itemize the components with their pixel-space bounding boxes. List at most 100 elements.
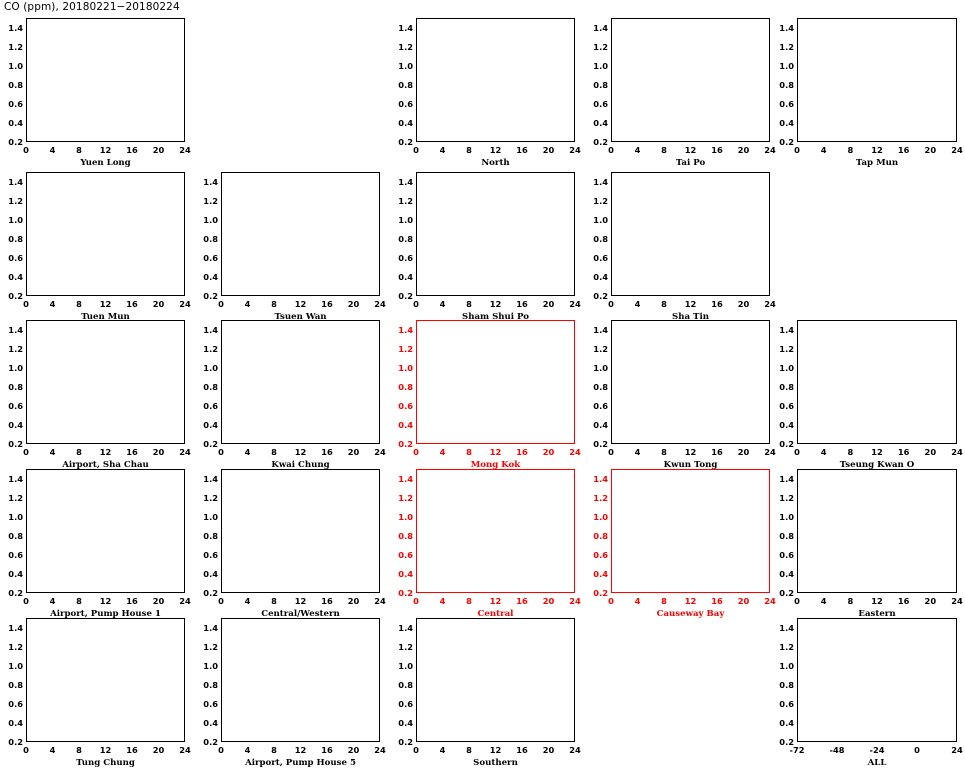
y-tick-label: 1.0 [779, 362, 794, 373]
x-tick-label: 20 [347, 745, 360, 755]
y-tick-label: 0.4 [203, 419, 218, 430]
axes-frame [611, 320, 770, 444]
y-tick-label: 0.4 [779, 419, 794, 430]
y-tick-label: 0.6 [593, 252, 608, 263]
y-tick-label: 0.8 [203, 233, 218, 244]
x-tick-label: 4 [439, 596, 446, 606]
x-tick-label: 12 [294, 299, 307, 309]
x-tick-label: 12 [294, 447, 307, 457]
y-tick-label: 1.0 [593, 511, 608, 522]
x-tick-label: 8 [271, 745, 277, 755]
panel-label: Sham Shui Po [461, 312, 530, 322]
y-tick-label: 1.2 [203, 641, 218, 652]
axes-frame [221, 618, 380, 742]
y-tick-label: 1.4 [779, 22, 794, 33]
y-tick-label: 1.4 [398, 324, 413, 335]
y-tick-label: 0.2 [398, 439, 413, 449]
y-tick-label: 1.2 [398, 195, 413, 206]
y-tick-label: 0.4 [593, 419, 608, 430]
y-tick-label: 0.4 [779, 568, 794, 579]
x-tick-label: 24 [374, 447, 386, 457]
panel-tuen-mun: 0.2 0.4 0.6 0.8 1.0 1.2 1.4 0 4 8 12 16 20 24 Tuen Mun [8, 172, 191, 322]
x-tick-label: 16 [321, 299, 333, 309]
y-tick-label: 0.6 [593, 549, 608, 560]
x-tick-label: 0 [218, 447, 224, 457]
y-tick-label: 0.6 [203, 549, 218, 560]
x-tick-label: 12 [99, 145, 112, 155]
x-tick-label: 24 [764, 447, 776, 457]
y-tick-label: 1.4 [593, 176, 608, 187]
axes-frame [416, 18, 575, 142]
y-tick-label: 0.4 [398, 717, 413, 728]
panel-label: Southern [473, 758, 518, 768]
axes-frame [26, 469, 185, 593]
y-tick-label: 1.4 [398, 176, 413, 187]
x-tick-label: 4 [244, 299, 251, 309]
x-tick-label: 8 [271, 596, 277, 606]
y-tick-label: 0.2 [8, 588, 23, 598]
x-tick-label: 20 [924, 447, 937, 457]
y-tick-label: 0.2 [593, 439, 608, 449]
axes-frame [26, 320, 185, 444]
y-tick-label: 0.4 [8, 271, 23, 282]
panel-central-western: 0.2 0.4 0.6 0.8 1.0 1.2 1.4 0 4 8 12 16 20 24 Central/… [203, 469, 386, 619]
y-tick-label: 0.8 [8, 530, 23, 541]
x-tick-label: 8 [466, 745, 472, 755]
x-tick-label: 4 [439, 299, 446, 309]
y-tick-label: 0.8 [779, 679, 794, 690]
x-tick-label: 0 [23, 447, 29, 457]
y-tick-label: 1.2 [8, 641, 23, 652]
x-tick-label: 20 [737, 299, 750, 309]
y-tick-label: 1.0 [8, 214, 23, 225]
x-tick-label: 4 [49, 745, 56, 755]
x-tick-label: 16 [126, 145, 138, 155]
x-tick-label: 20 [347, 447, 360, 457]
x-tick-label: 16 [711, 447, 723, 457]
x-tick-label: 16 [516, 145, 528, 155]
y-tick-label: 0.2 [8, 137, 23, 147]
panel-airport-sha-chau: 0.2 0.4 0.6 0.8 1.0 1.2 1.4 0 4 8 12 16 20 24 Airport,… [8, 320, 191, 470]
x-tick-label: -48 [829, 745, 845, 755]
x-tick-label: 8 [661, 596, 667, 606]
x-tick-label: 20 [737, 145, 750, 155]
y-tick-label: 0.2 [8, 291, 23, 301]
y-tick-label: 1.0 [398, 362, 413, 373]
x-tick-label: 12 [684, 596, 697, 606]
y-tick-label: 1.2 [593, 41, 608, 52]
panel-label: Kwai Chung [271, 460, 330, 470]
x-tick-label: 4 [244, 447, 251, 457]
x-tick-label: 4 [820, 447, 827, 457]
y-tick-label: 0.2 [593, 588, 608, 598]
panel-airport-pump-house-1: 0.2 0.4 0.6 0.8 1.0 1.2 1.4 0 4 8 12 16 20 24 Airport,… [8, 469, 191, 619]
panel-label: Tseung Kwan O [839, 460, 915, 470]
y-tick-label: 0.8 [203, 679, 218, 690]
x-tick-label: 24 [179, 447, 191, 457]
panel-label: Mong Kok [470, 460, 521, 470]
y-tick-label: 0.2 [779, 737, 794, 747]
y-tick-label: 1.0 [203, 362, 218, 373]
x-tick-label: 12 [684, 447, 697, 457]
y-tick-label: 1.4 [779, 324, 794, 335]
y-tick-label: 0.6 [779, 98, 794, 109]
y-tick-label: 1.4 [203, 473, 218, 484]
y-tick-label: 1.4 [8, 622, 23, 633]
x-tick-label: 8 [661, 145, 667, 155]
x-tick-label: -72 [789, 745, 805, 755]
y-tick-label: 1.0 [398, 660, 413, 671]
y-tick-label: 1.2 [593, 492, 608, 503]
y-tick-label: 0.8 [203, 381, 218, 392]
x-tick-label: 24 [569, 447, 581, 457]
x-tick-label: 16 [126, 596, 138, 606]
x-tick-label: 24 [951, 145, 963, 155]
x-tick-label: 8 [661, 299, 667, 309]
x-tick-label: 16 [711, 145, 723, 155]
x-tick-label: 20 [542, 745, 555, 755]
axes-frame [26, 618, 185, 742]
y-tick-label: 1.2 [8, 343, 23, 354]
x-tick-label: 12 [294, 596, 307, 606]
x-tick-label: 0 [218, 299, 224, 309]
y-tick-label: 1.2 [8, 492, 23, 503]
y-tick-label: 1.4 [8, 473, 23, 484]
panel-causeway-bay: 0.2 0.4 0.6 0.8 1.0 1.2 1.4 0 4 8 12 16 20 24 Causeway… [593, 469, 776, 619]
x-tick-label: 24 [764, 299, 776, 309]
